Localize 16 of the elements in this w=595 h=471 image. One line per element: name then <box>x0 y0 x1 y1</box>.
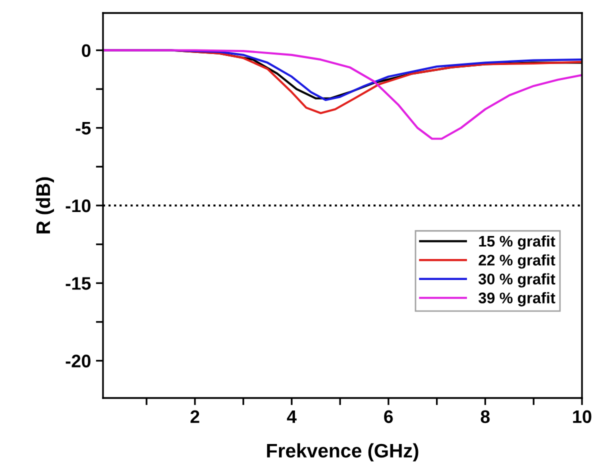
x-axis-title: Frekvence (GHz) <box>267 443 418 462</box>
y-tick-label: -20 <box>66 354 90 368</box>
x-tick-label: 4 <box>286 410 297 423</box>
x-tick-label: 8 <box>480 410 490 424</box>
legend-label: 22 % grafit <box>478 254 556 269</box>
y-tick-label: -10 <box>66 199 90 212</box>
x-tick-label: 10 <box>573 410 592 424</box>
legend-label: 30 % grafit <box>478 273 556 288</box>
x-tick-label: 2 <box>190 410 200 423</box>
legend-label: 39 % grafit <box>478 292 556 306</box>
legend-label: 15 % grafit <box>479 235 556 250</box>
y-tick-label: -5 <box>76 122 91 135</box>
x-tick-label: 6 <box>384 410 393 424</box>
y-tick-label: -15 <box>66 277 91 290</box>
y-axis-title: R (dB) <box>36 177 54 234</box>
y-tick-label: 0 <box>82 44 90 57</box>
